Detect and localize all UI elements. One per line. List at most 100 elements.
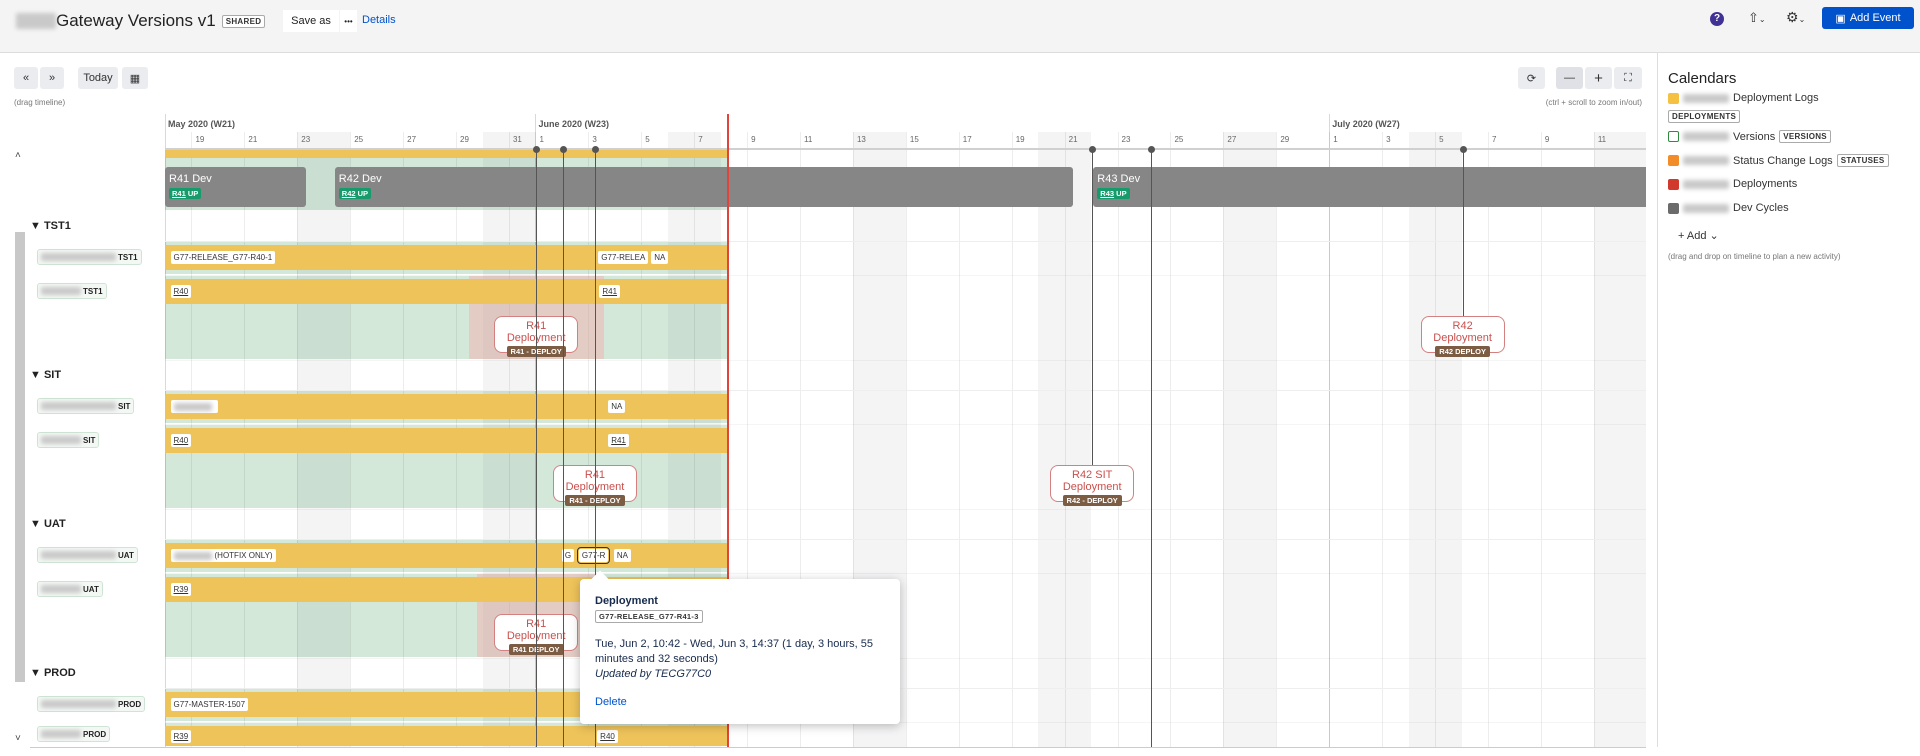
deployment-event[interactable]: R42 Deployment R42 DEPLOY bbox=[1420, 316, 1505, 357]
next-button[interactable]: » bbox=[40, 67, 64, 89]
gridline bbox=[1064, 132, 1066, 747]
scroll-down-icon[interactable]: ˅ bbox=[15, 733, 21, 744]
zoom-in-button[interactable]: + bbox=[1585, 67, 1612, 89]
help-icon[interactable]: ? bbox=[1710, 12, 1724, 26]
day-tick-label: 27 bbox=[1227, 135, 1237, 144]
status-label[interactable]: R41 bbox=[599, 285, 621, 298]
redacted-text bbox=[41, 551, 116, 559]
event-marker-dot[interactable] bbox=[591, 146, 599, 153]
gridline bbox=[1435, 132, 1437, 747]
event-marker-dot[interactable] bbox=[1089, 146, 1097, 153]
calendar-color-swatch[interactable] bbox=[1668, 202, 1679, 214]
month-label: July 2020 (W27) bbox=[1332, 119, 1400, 129]
row-divider bbox=[165, 390, 1646, 391]
tooltip-title: Deployment bbox=[595, 595, 658, 607]
status-label[interactable]: R40 bbox=[170, 434, 192, 447]
status-bar[interactable] bbox=[165, 279, 728, 304]
gridline bbox=[1223, 132, 1225, 747]
row-divider bbox=[165, 573, 1646, 574]
event-tooltip: Deployment G77-RELEASE_G77-R41-3 Tue, Ju… bbox=[580, 570, 900, 724]
calendar-name: Deployments bbox=[1733, 178, 1798, 190]
status-label[interactable]: NA bbox=[651, 251, 669, 264]
calendar-color-swatch[interactable] bbox=[1668, 155, 1679, 166]
fullscreen-icon[interactable]: ⛶ bbox=[1614, 67, 1642, 89]
dev-cycle-bar[interactable]: R42 Dev R42 UP bbox=[334, 167, 1074, 207]
status-label[interactable] bbox=[170, 400, 218, 413]
timeline-bottom-border bbox=[30, 747, 1646, 748]
gridline bbox=[1117, 132, 1119, 747]
panel-divider bbox=[1657, 53, 1658, 747]
status-label[interactable]: G77-R bbox=[576, 547, 611, 564]
weekend-column bbox=[1620, 132, 1646, 747]
redacted-text bbox=[1683, 203, 1729, 213]
gear-icon[interactable]: ⚙⌄ bbox=[1786, 9, 1806, 25]
status-label[interactable]: NA bbox=[608, 400, 626, 413]
redacted-text bbox=[1683, 179, 1729, 189]
group-header-prod[interactable]: ▼ PROD bbox=[30, 667, 76, 679]
calendar-item[interactable]: Deployment Logs DEPLOYMENTS bbox=[1668, 92, 1838, 123]
calendar-item[interactable]: Deployments bbox=[1668, 178, 1797, 190]
day-tick-label: 21 bbox=[1068, 135, 1078, 144]
event-marker-dot[interactable] bbox=[533, 146, 541, 153]
calendar-name: Deployment Logs bbox=[1733, 92, 1819, 104]
vertical-scrollbar[interactable] bbox=[15, 232, 25, 682]
day-tick-label: 7 bbox=[1492, 135, 1497, 144]
day-tick-label: 1 bbox=[1333, 135, 1338, 144]
status-bar[interactable] bbox=[165, 428, 728, 453]
status-label[interactable]: R40 bbox=[170, 285, 192, 298]
event-marker-dot[interactable] bbox=[560, 146, 567, 153]
add-calendar-button[interactable]: + Add ⌄ bbox=[1678, 230, 1719, 242]
share-icon[interactable]: ⇧⌄ bbox=[1748, 10, 1766, 25]
calendar-color-swatch[interactable] bbox=[1668, 178, 1679, 190]
refresh-icon[interactable]: ⟳ bbox=[1518, 67, 1545, 89]
day-tick-label: 11 bbox=[804, 135, 813, 144]
status-label[interactable]: R39 bbox=[170, 729, 192, 743]
day-tick-label: 9 bbox=[1544, 135, 1550, 144]
deployment-event[interactable]: R42 SIT Deployment R42 - DEPLOY bbox=[1050, 465, 1135, 506]
calendar-picker-icon[interactable]: ▦ bbox=[122, 67, 148, 89]
timeline[interactable]: 19 21 23 25 27 29 31 1 3 5 7 9 11 13 15 17 19 21 23 25 27 29 1… bbox=[165, 110, 1646, 747]
status-label[interactable]: G bbox=[561, 549, 575, 562]
zoom-out-button[interactable]: — bbox=[1556, 67, 1583, 89]
event-marker-line bbox=[1150, 149, 1152, 747]
save-as-button[interactable]: Save as bbox=[283, 10, 339, 32]
group-header-tst1[interactable]: ▼ TST1 bbox=[30, 220, 71, 232]
status-label[interactable]: NA bbox=[613, 549, 632, 562]
event-marker-line bbox=[594, 149, 596, 747]
status-label[interactable]: G77-MASTER-1507 bbox=[170, 698, 249, 711]
more-button[interactable]: ••• bbox=[340, 10, 357, 32]
status-label[interactable]: R41 bbox=[608, 434, 629, 447]
deployment-badge: R41 - DEPLOY bbox=[565, 495, 625, 506]
dev-cycle-bar[interactable]: R41 Dev R41 UP bbox=[165, 167, 307, 207]
row-divider bbox=[165, 424, 1646, 425]
status-label[interactable]: (HOTFIX ONLY) bbox=[170, 549, 276, 562]
status-bar[interactable] bbox=[165, 726, 728, 746]
row-divider bbox=[165, 360, 1646, 361]
dev-cycle-bar[interactable]: R43 Dev R43 UP bbox=[1093, 167, 1646, 207]
day-tick-label: 29 bbox=[1280, 135, 1290, 144]
calendar-color-swatch[interactable] bbox=[1668, 131, 1679, 142]
today-button[interactable]: Today bbox=[78, 67, 118, 89]
delete-link[interactable]: Delete bbox=[595, 696, 627, 708]
calendar-color-swatch[interactable] bbox=[1668, 92, 1679, 104]
scroll-up-icon[interactable]: ˄ bbox=[15, 150, 21, 161]
deployment-badge: R41 - DEPLOY bbox=[506, 346, 566, 357]
event-marker-dot[interactable] bbox=[1459, 146, 1467, 153]
calendar-item[interactable]: Versions VERSIONS bbox=[1668, 130, 1831, 143]
status-bar[interactable] bbox=[165, 394, 728, 419]
status-label[interactable]: G77-RELEA bbox=[598, 251, 649, 264]
calendar-item[interactable]: Dev Cycles bbox=[1668, 202, 1789, 214]
row-label: TST1 bbox=[37, 249, 142, 265]
status-label[interactable]: R40 bbox=[597, 729, 618, 743]
group-header-sit[interactable]: ▼ SIT bbox=[30, 369, 62, 381]
details-link[interactable]: Details bbox=[362, 14, 396, 26]
status-label[interactable]: R39 bbox=[170, 583, 192, 596]
event-marker-dot[interactable] bbox=[1147, 146, 1155, 153]
deployment-title: R42 SIT Deployment bbox=[1062, 469, 1122, 493]
add-event-button[interactable]: ▣ Add Event bbox=[1822, 7, 1914, 29]
day-tick-label: 25 bbox=[1174, 135, 1184, 144]
group-header-uat[interactable]: ▼ UAT bbox=[30, 518, 66, 530]
calendar-item[interactable]: Status Change Logs STATUSES bbox=[1668, 154, 1889, 167]
prev-button[interactable]: « bbox=[14, 67, 38, 89]
status-label[interactable]: G77-RELEASE_G77-R40-1 bbox=[170, 251, 276, 264]
